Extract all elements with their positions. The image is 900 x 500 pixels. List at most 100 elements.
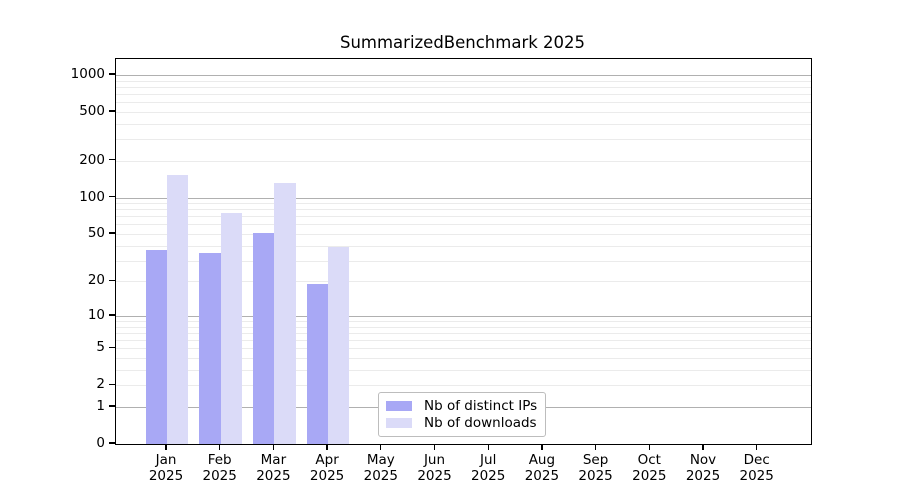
gridline-minor bbox=[116, 224, 811, 226]
x-tick-month: Sep bbox=[582, 452, 609, 468]
bar-distinct-ips-jan bbox=[145, 249, 167, 444]
y-tick-mark bbox=[109, 442, 115, 444]
x-tick-mark bbox=[326, 444, 328, 450]
x-tick-label-jul: Jul 2025 bbox=[471, 452, 505, 484]
x-tick-month: Dec bbox=[743, 452, 770, 468]
legend-label-downloads: Nb of downloads bbox=[424, 415, 537, 432]
gridline-minor bbox=[116, 326, 811, 328]
y-tick-mark bbox=[109, 314, 115, 316]
x-tick-label-jan: Jan 2025 bbox=[149, 452, 183, 484]
bar-distinct-ips-feb bbox=[199, 252, 221, 444]
x-tick-mark bbox=[380, 444, 382, 450]
y-tick-mark bbox=[109, 383, 115, 385]
y-tick-label: 1 bbox=[96, 397, 105, 414]
gridline-minor bbox=[116, 321, 811, 323]
gridline-minor bbox=[116, 160, 811, 162]
x-tick-mark bbox=[541, 444, 543, 450]
gridline-major bbox=[116, 197, 811, 199]
y-tick-label: 10 bbox=[87, 306, 105, 323]
y-tick-label: 20 bbox=[87, 272, 105, 289]
x-tick-year: 2025 bbox=[417, 468, 452, 484]
x-tick-month: Feb bbox=[207, 452, 232, 468]
y-tick-label: 0 bbox=[96, 435, 105, 451]
x-tick-year: 2025 bbox=[578, 468, 613, 484]
x-tick-month: Jul bbox=[480, 452, 497, 468]
x-tick-month: May bbox=[366, 452, 395, 468]
y-tick-label: 5 bbox=[96, 339, 105, 356]
legend-swatch-distinct-ips bbox=[386, 400, 412, 411]
bar-downloads-feb bbox=[220, 212, 243, 444]
x-tick-year: 2025 bbox=[471, 468, 506, 484]
y-tick-label: 1000 bbox=[70, 66, 105, 82]
gridline-minor bbox=[116, 203, 811, 205]
x-tick-label-feb: Feb 2025 bbox=[203, 452, 237, 484]
y-tick-label: 500 bbox=[79, 102, 105, 119]
x-tick-label-may: May 2025 bbox=[364, 452, 398, 484]
x-tick-year: 2025 bbox=[256, 468, 291, 484]
y-tick-mark bbox=[109, 232, 115, 234]
chart-title: SummarizedBenchmark 2025 bbox=[339, 33, 586, 52]
legend-entry-downloads: Nb of downloads bbox=[386, 415, 537, 432]
x-tick-year: 2025 bbox=[363, 468, 398, 484]
x-tick-year: 2025 bbox=[632, 468, 667, 484]
x-tick-label-jun: Jun 2025 bbox=[417, 452, 451, 484]
gridline-major bbox=[116, 75, 811, 76]
y-tick-mark bbox=[109, 110, 115, 112]
x-tick-mark bbox=[219, 444, 221, 450]
x-tick-mark bbox=[594, 444, 597, 450]
gridline-minor bbox=[116, 94, 811, 96]
plot-area bbox=[115, 58, 812, 445]
legend-entry-distinct-ips: Nb of distinct IPs bbox=[386, 397, 537, 414]
y-tick-mark bbox=[109, 346, 115, 348]
x-tick-label-aug: Aug 2025 bbox=[525, 452, 559, 484]
x-tick-month: Jun bbox=[423, 452, 446, 468]
y-tick-mark bbox=[109, 73, 115, 75]
x-tick-month: Aug bbox=[528, 452, 556, 468]
gridline-minor bbox=[116, 260, 811, 262]
x-tick-year: 2025 bbox=[202, 468, 237, 484]
legend-label-distinct-ips: Nb of distinct IPs bbox=[424, 397, 538, 414]
y-tick-mark bbox=[109, 279, 115, 282]
x-tick-mark bbox=[487, 444, 489, 450]
x-tick-month: Oct bbox=[637, 452, 661, 468]
x-tick-mark bbox=[756, 444, 758, 450]
y-tick-label: 2 bbox=[96, 376, 105, 393]
x-tick-label-sep: Sep 2025 bbox=[578, 452, 612, 484]
gridline-minor bbox=[116, 209, 811, 211]
bar-distinct-ips-apr bbox=[306, 284, 329, 444]
x-tick-mark bbox=[702, 444, 704, 450]
y-tick-mark bbox=[109, 159, 115, 161]
x-tick-year: 2025 bbox=[524, 468, 560, 484]
gridline-minor bbox=[116, 234, 811, 235]
x-tick-year: 2025 bbox=[309, 468, 345, 484]
x-tick-label-oct: Oct 2025 bbox=[632, 452, 666, 484]
gridline-minor bbox=[116, 369, 811, 371]
bar-downloads-apr bbox=[328, 246, 350, 444]
x-tick-mark bbox=[272, 444, 275, 450]
bar-distinct-ips-mar bbox=[253, 232, 275, 444]
x-tick-mark bbox=[433, 444, 436, 450]
gridline-minor bbox=[116, 385, 811, 387]
x-tick-year: 2025 bbox=[148, 468, 184, 484]
gridline-minor bbox=[116, 216, 811, 218]
gridline-minor bbox=[116, 80, 811, 82]
gridline-minor bbox=[116, 245, 811, 247]
gridline-minor bbox=[116, 86, 811, 88]
gridline-minor bbox=[116, 111, 811, 113]
x-tick-month: Jan bbox=[155, 452, 177, 468]
gridline-major bbox=[116, 315, 811, 317]
gridline-minor bbox=[116, 139, 811, 141]
legend: Nb of distinct IPs Nb of downloads bbox=[378, 392, 546, 437]
legend-swatch-downloads bbox=[386, 418, 412, 429]
y-tick-mark bbox=[109, 195, 115, 198]
gridline-minor bbox=[116, 348, 811, 350]
y-tick-label: 200 bbox=[79, 151, 105, 168]
gridline-minor bbox=[116, 123, 811, 125]
x-tick-month: Mar bbox=[260, 452, 287, 468]
bar-downloads-jan bbox=[167, 175, 189, 444]
bar-downloads-mar bbox=[274, 183, 296, 444]
x-tick-year: 2025 bbox=[739, 468, 774, 484]
gridline-minor bbox=[116, 332, 811, 334]
x-tick-mark bbox=[165, 444, 167, 450]
